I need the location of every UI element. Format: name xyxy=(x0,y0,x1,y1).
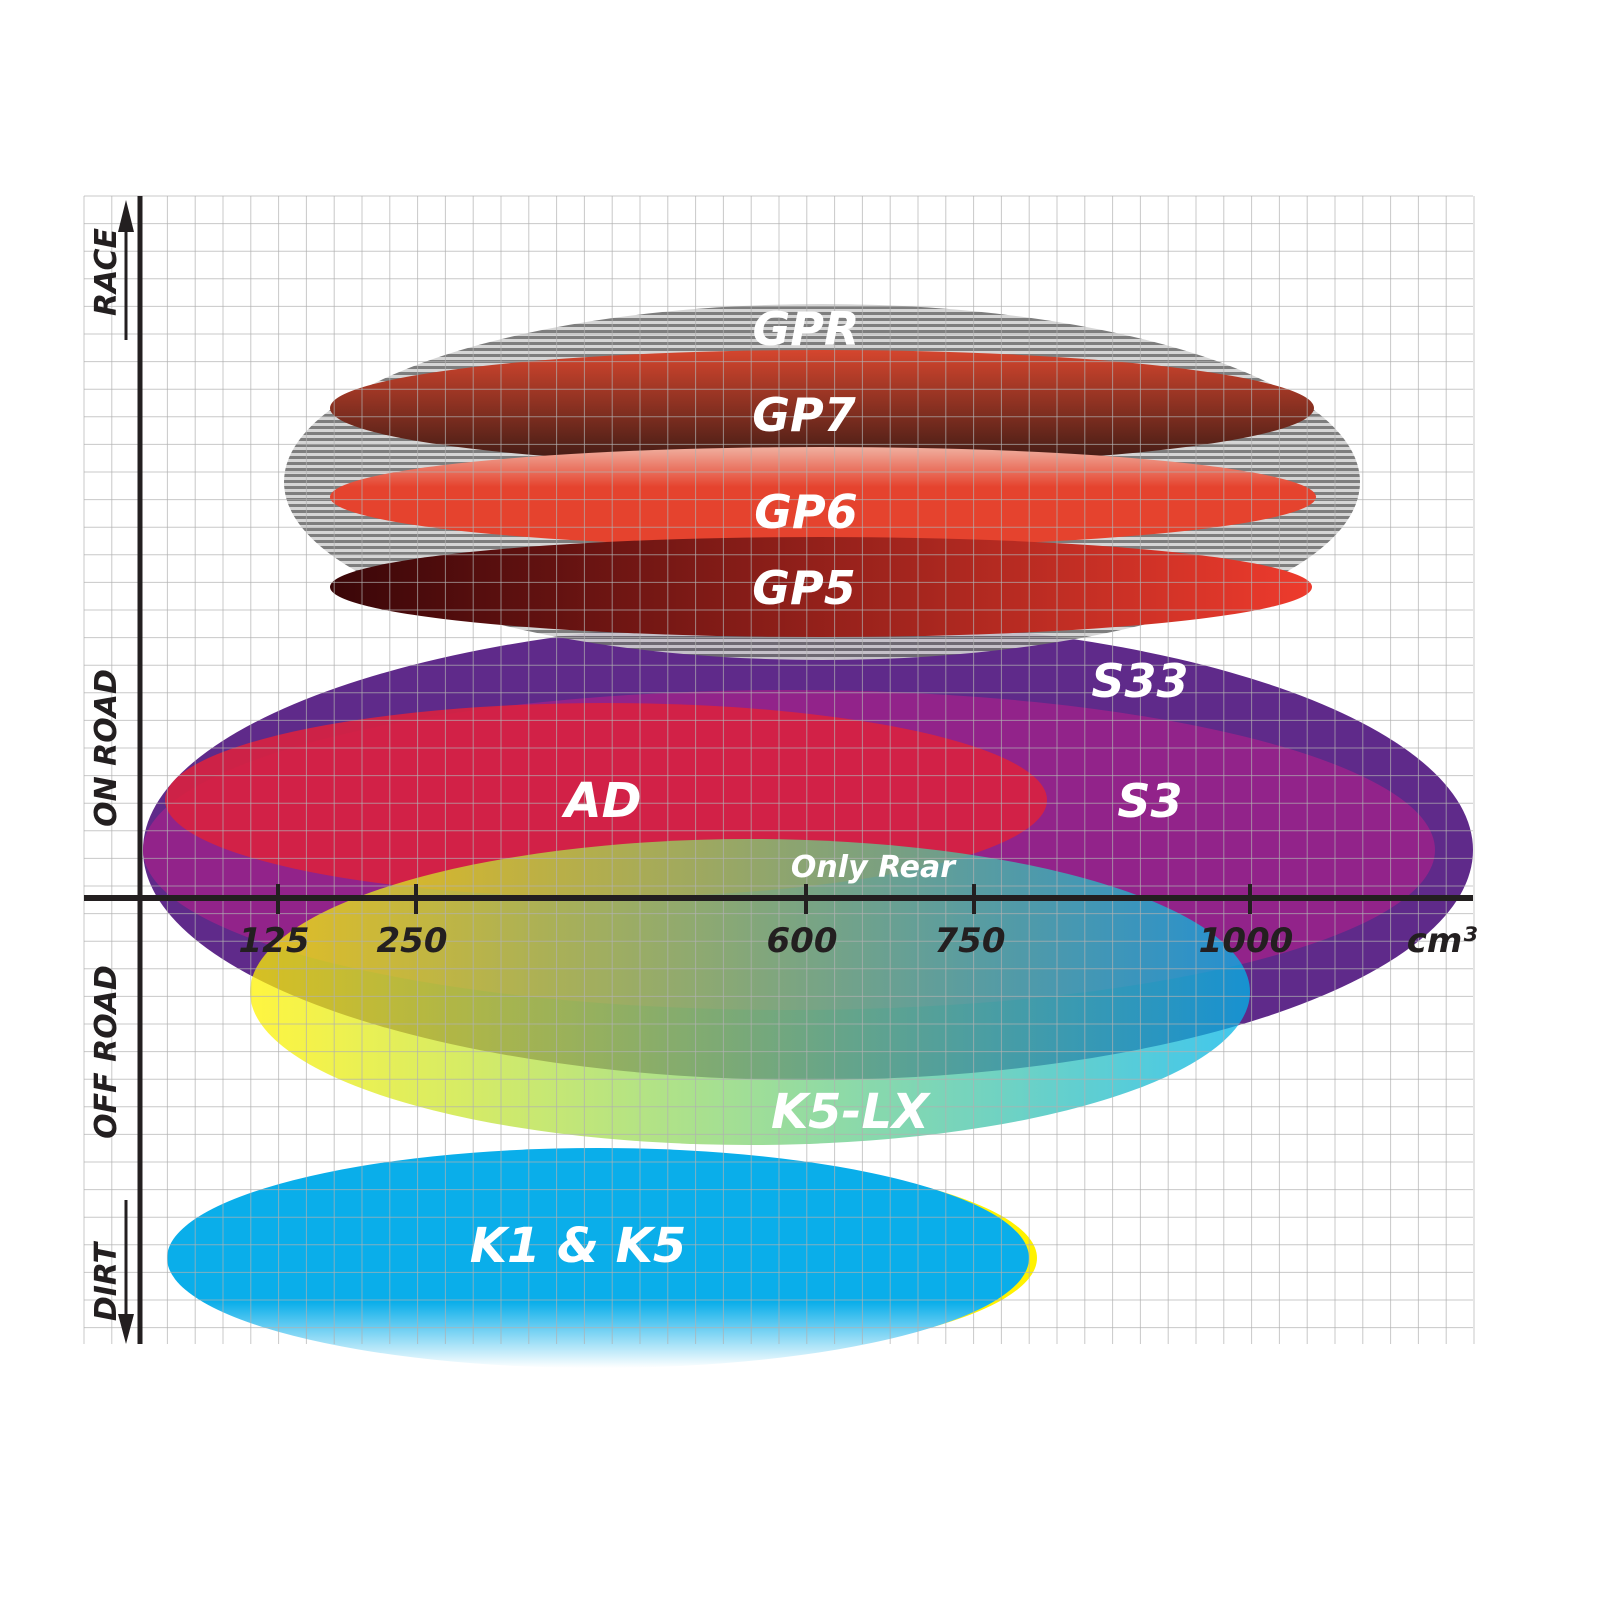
axes: RACE ON ROAD OFF ROAD DIRT cm³ xyxy=(84,196,1477,1344)
x-unit-label: cm³ xyxy=(1407,921,1478,961)
ellipse-k1-k5 xyxy=(167,1148,1029,1368)
label-k1-k5: K1 & K5 xyxy=(470,1218,686,1274)
x-tick-label: 600 xyxy=(767,921,838,961)
y-label-off-road: OFF ROAD xyxy=(89,965,124,1139)
label-gp6: GP6 xyxy=(754,485,857,539)
down-arrow-head-icon xyxy=(118,1314,134,1344)
label-s33: S33 xyxy=(1091,654,1188,708)
label-k5-lx: K5-LX xyxy=(771,1084,931,1140)
y-label-dirt: DIRT xyxy=(89,1240,124,1321)
label-gp5: GP5 xyxy=(752,561,855,615)
up-arrow-head-icon xyxy=(118,200,134,232)
product-labels: S33 S3 AD K5-LX K1 & K5 GPR GP7 GP6 GP5 xyxy=(470,302,1189,1274)
x-tick-label: 250 xyxy=(377,921,448,961)
label-ad: AD xyxy=(561,773,642,829)
label-gpr: GPR xyxy=(753,302,860,356)
y-label-race: RACE xyxy=(89,228,124,316)
label-s3: S3 xyxy=(1117,774,1182,828)
x-tick-label: 125 xyxy=(239,921,310,961)
product-ellipses xyxy=(143,304,1473,1368)
ellipse-gp7 xyxy=(330,350,1314,466)
ellipse-k5-lx xyxy=(250,839,1250,1145)
y-label-on-road: ON ROAD xyxy=(89,669,124,827)
only-rear-annotation: Only Rear xyxy=(791,850,957,885)
x-ticks: 125 250 600 750 1000 xyxy=(239,884,1294,961)
ellipse-gp5 xyxy=(330,537,1312,637)
x-tick-label: 1000 xyxy=(1199,921,1294,961)
x-tick-label: 750 xyxy=(935,921,1006,961)
label-gp7: GP7 xyxy=(752,388,855,442)
grid xyxy=(83,195,1475,1344)
